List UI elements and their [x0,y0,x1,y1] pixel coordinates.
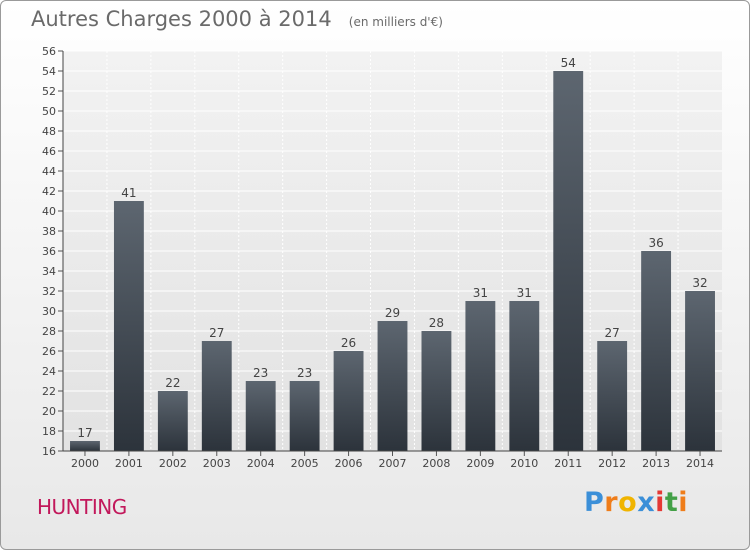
y-tick-label: 18 [42,425,56,438]
y-tick-label: 54 [42,65,56,78]
value-label: 23 [253,366,268,380]
x-tick-label: 2003 [203,457,231,470]
x-tick-label: 2004 [247,457,275,470]
y-tick-label: 20 [42,405,56,418]
y-tick-label: 52 [42,85,56,98]
labels: 16 18 20 22 24 26 28 30 32 34 36 38 40 42 44 46 48 50 52 54… [42,45,714,470]
y-tick-label: 34 [42,265,56,278]
value-label: 28 [429,316,444,330]
y-tick-label: 48 [42,125,56,138]
x-tick-label: 2008 [422,457,450,470]
value-label: 23 [297,366,312,380]
value-label: 41 [121,186,136,200]
value-label: 29 [385,306,400,320]
bar-2006 [333,351,364,451]
bar-2003 [201,341,232,451]
bars [70,71,715,451]
bar-2000 [70,441,100,451]
y-tick-label: 42 [42,185,56,198]
value-label: 54 [561,56,576,70]
value-label: 27 [605,326,620,340]
value-label: 32 [692,276,707,290]
title-row: Autres Charges 2000 à 2014 (en milliers … [31,7,443,31]
bar-2002 [157,391,188,451]
value-label: 36 [648,236,663,250]
bar-2007 [377,321,408,451]
x-tick-label: 2011 [554,457,582,470]
proxiti-logo[interactable]: Proxiti [584,487,688,518]
bar-2001 [113,201,144,451]
x-tick-label: 2000 [71,457,99,470]
value-label: 22 [165,376,180,390]
y-tick-label: 24 [42,365,56,378]
logo-letter: x [637,487,656,518]
y-tick-label: 50 [42,105,56,118]
bar-2004 [245,381,276,451]
y-tick-label: 16 [42,445,56,458]
y-tick-label: 36 [42,245,56,258]
logo-letter: i [678,487,689,518]
x-tick-label: 2001 [115,457,143,470]
bar-2013 [641,251,672,451]
x-tick-label: 2005 [291,457,319,470]
y-tick-label: 56 [42,45,56,58]
bar-2010 [509,301,540,451]
logo-letter: P [584,487,605,518]
y-tick-label: 32 [42,285,56,298]
commune-name: HUNTING [37,495,127,519]
x-tick-label: 2006 [335,457,363,470]
y-tick-label: 38 [42,225,56,238]
x-tick-label: 2010 [510,457,538,470]
y-tick-label: 30 [42,305,56,318]
bar-2009 [465,301,496,451]
bar-2012 [597,341,628,451]
logo-letter: t [664,487,679,518]
bar-2008 [421,331,452,451]
value-label: 26 [341,336,356,350]
y-tick-label: 26 [42,345,56,358]
logo-letter: o [618,487,638,518]
axes [58,50,722,456]
x-tick-label: 2012 [598,457,626,470]
bar-2011 [553,71,584,451]
x-tick-label: 2009 [466,457,494,470]
x-tick-label: 2014 [686,457,714,470]
chart-title: Autres Charges 2000 à 2014 [31,7,332,31]
value-label: 31 [517,286,532,300]
y-tick-label: 22 [42,385,56,398]
chart-subtitle: (en milliers d'€) [348,15,443,29]
y-tick-label: 28 [42,325,56,338]
bar-2014 [685,291,715,451]
y-tick-label: 46 [42,145,56,158]
value-label: 27 [209,326,224,340]
logo-letter: r [604,487,619,518]
x-tick-label: 2002 [159,457,187,470]
logo-letter: i [655,487,665,518]
y-tick-label: 40 [42,205,56,218]
x-tick-label: 2007 [379,457,407,470]
y-tick-label: 44 [42,165,56,178]
value-label: 31 [473,286,488,300]
value-label: 17 [77,426,92,440]
x-tick-label: 2013 [642,457,670,470]
bar-2005 [289,381,320,451]
